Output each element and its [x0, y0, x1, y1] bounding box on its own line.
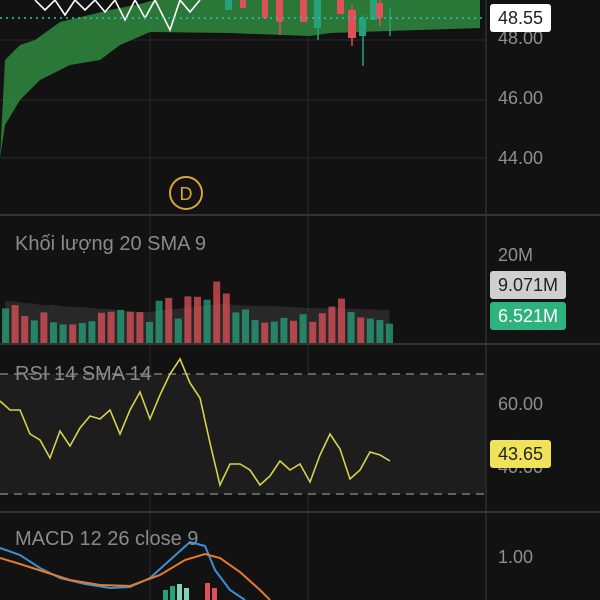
volume-bar: [318, 313, 326, 343]
rsi-panel-label: RSI 14 SMA 14: [15, 363, 152, 385]
volume-bar: [155, 300, 163, 343]
volume-bar: [270, 321, 278, 343]
volume-bar: [174, 318, 182, 343]
volume-bar: [309, 321, 317, 343]
volume-bar: [366, 318, 374, 343]
volume-bar: [30, 320, 38, 343]
volume-bar: [213, 281, 221, 343]
volume-bar: [299, 314, 307, 343]
volume-bar: [347, 312, 355, 343]
volume-bar: [184, 296, 192, 343]
volume-bar: [40, 312, 48, 343]
macd-hist-bar: [170, 586, 175, 600]
gridlines: [0, 0, 485, 600]
price-axis-label: 48.00: [498, 28, 544, 48]
candle: [348, 10, 356, 38]
ichimoku-cloud: [0, 0, 480, 158]
candle: [300, 0, 307, 22]
candle: [359, 18, 366, 36]
volume-bar: [261, 322, 269, 343]
volume-bar: [107, 311, 115, 343]
volume-bar: [69, 324, 77, 343]
volume-bar: [290, 320, 297, 343]
volume-bar: [194, 296, 201, 343]
volume-bar: [117, 309, 125, 343]
volume-bar: [136, 312, 144, 343]
candle: [262, 0, 268, 18]
macd-hist-bar: [205, 583, 210, 600]
macd-hist-bar: [177, 584, 182, 600]
volume-bar: [2, 308, 9, 343]
candle: [276, 0, 283, 22]
volume-bar: [146, 321, 153, 343]
macd-histogram: [163, 583, 217, 600]
candle: [376, 3, 383, 18]
price-axis-label: 44.00: [498, 148, 544, 168]
volume-sma-badge: 9.071M: [490, 271, 567, 299]
volume-bar: [78, 323, 86, 343]
macd-hist-bar: [184, 588, 189, 600]
volume-bars: [2, 281, 393, 343]
rsi-axis-label: 60.00: [498, 394, 544, 414]
macd-axis-label: 1.00: [498, 547, 534, 567]
macd-hist-bar: [163, 590, 168, 600]
last-price-badge: 48.55: [490, 4, 552, 32]
volume-bar: [21, 316, 29, 343]
candle: [225, 0, 232, 10]
dividend-marker[interactable]: D: [169, 176, 203, 210]
volume-bar: [386, 323, 393, 343]
volume-bar: [88, 321, 96, 343]
volume-bar: [328, 306, 336, 343]
candle: [337, 0, 344, 14]
volume-bar: [203, 299, 211, 343]
price-axis-label: 46.00: [498, 88, 544, 108]
volume-bar: [165, 297, 173, 343]
volume-bar: [280, 317, 288, 343]
volume-bar: [222, 293, 230, 343]
candle: [240, 0, 246, 8]
rsi-band: [0, 374, 485, 494]
rsi-line: [0, 357, 391, 488]
rsi-value-badge: 43.65: [490, 440, 552, 468]
volume-bar: [338, 298, 345, 343]
candle: [370, 0, 377, 20]
volume-bar: [357, 317, 365, 343]
volume-bar: [98, 312, 105, 343]
volume-bar: [376, 320, 384, 343]
candle: [314, 0, 321, 28]
volume-bar: [59, 324, 67, 343]
dividend-marker-label: D: [180, 184, 193, 204]
macd-signal-line: [0, 552, 271, 600]
macd-panel-label: MACD 12 26 close 9: [15, 528, 199, 550]
price-line: [34, 0, 201, 33]
volume-badge: 6.521M: [490, 302, 567, 330]
volume-bar: [251, 320, 259, 343]
macd-hist-bar: [212, 588, 217, 600]
volume-bar: [232, 312, 240, 343]
volume-axis-label: 20M: [498, 245, 534, 265]
volume-bar: [126, 311, 134, 343]
price-candles: [225, 0, 391, 66]
volume-bar: [50, 322, 57, 343]
volume-bar: [11, 305, 19, 343]
volume-bar: [242, 309, 249, 343]
volume-panel-label: Khối lượng 20 SMA 9: [15, 233, 207, 255]
